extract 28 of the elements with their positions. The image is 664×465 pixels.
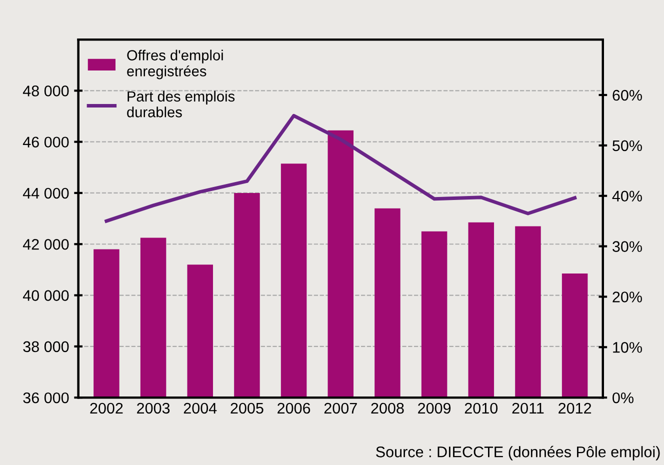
legend-label: Part des emplois durables <box>127 90 235 118</box>
y2-tick-label: 10% <box>613 342 642 353</box>
y-tick-label: 48 000 <box>22 86 69 96</box>
y2-tick-label: 60% <box>612 90 642 101</box>
source-note: Source : DIECCTE (données Pôle emploi) <box>376 446 660 460</box>
y-tick-label: 40 000 <box>22 290 69 301</box>
x-tick-label: 2007 <box>324 402 357 414</box>
y2-tick-label: 50% <box>612 140 642 152</box>
x-tick-label: 2009 <box>418 402 451 414</box>
y-tick-label: 46 000 <box>22 136 69 148</box>
y2-tick-label: 0% <box>612 392 634 404</box>
x-tick-label: 2010 <box>464 402 498 414</box>
x-tick-label: 2008 <box>371 402 404 414</box>
x-tick-label: 2002 <box>90 402 123 414</box>
y-tick-label: 44 000 <box>22 188 69 199</box>
y-tick-label: 42 000 <box>22 238 69 250</box>
y-tick-label: 36 000 <box>23 392 69 404</box>
x-tick-label: 2011 <box>512 402 544 414</box>
y2-tick-label: 20% <box>612 292 642 302</box>
x-tick-label: 2003 <box>137 402 170 414</box>
y2-tick-label: 40% <box>612 190 642 202</box>
x-tick-label: 2004 <box>184 402 217 414</box>
y2-tick-label: 30% <box>612 241 642 252</box>
x-tick-label: 2012 <box>558 402 592 414</box>
x-tick-label: 2005 <box>230 402 264 414</box>
y-tick-label: 38 000 <box>23 341 69 352</box>
legend-label: Offres d'emploi enregistrées <box>127 50 223 80</box>
x-tick-label: 2006 <box>278 402 310 414</box>
